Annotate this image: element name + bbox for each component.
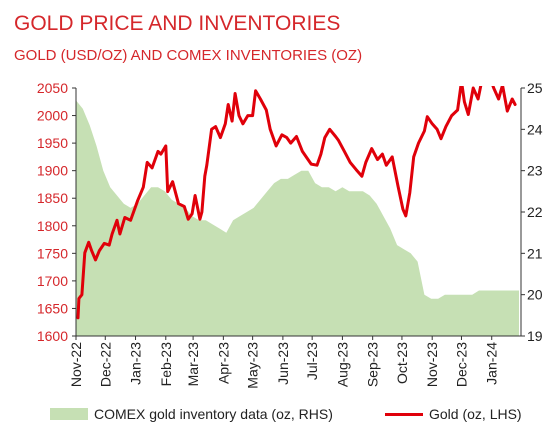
- x-tick-label: Apr-23: [215, 342, 231, 384]
- series-gold-line: [76, 86, 517, 320]
- y-right-tick-label: 24: [527, 121, 543, 137]
- y-right-tick-label: 20: [527, 287, 543, 303]
- chart-legend: COMEX gold inventory data (oz, RHS) Gold…: [40, 406, 549, 430]
- x-tick-label: Aug-23: [334, 342, 350, 387]
- x-tick-label: Jul-23: [304, 342, 320, 380]
- x-tick-label: Mar-23: [185, 342, 201, 387]
- y-left-tick-label: 1800: [37, 218, 68, 234]
- series-inventory-area: [76, 100, 519, 337]
- x-tick-label: Oct-23: [394, 342, 410, 384]
- y-left-tick-label: 1850: [37, 190, 68, 206]
- legend-swatch-inventory: [50, 408, 88, 420]
- x-tick-label: May-23: [245, 342, 261, 389]
- y-right-tick-label: 25: [527, 80, 543, 96]
- y-left-tick-label: 1950: [37, 135, 68, 151]
- x-tick-label: Dec-23: [454, 342, 470, 387]
- legend-item-gold: Gold (oz, LHS): [385, 406, 522, 422]
- x-tick-label: Sep-23: [365, 342, 381, 387]
- x-tick-label: Jan-23: [128, 342, 144, 385]
- y-left-tick-label: 1650: [37, 300, 68, 316]
- x-tick-label: Feb-23: [158, 342, 174, 387]
- x-tick-label: Dec-22: [97, 342, 113, 387]
- legend-swatch-gold: [385, 412, 423, 416]
- x-tick-label: Jan-24: [484, 342, 500, 385]
- y-left-tick-label: 1750: [37, 245, 68, 261]
- y-left-tick-label: 2050: [37, 80, 68, 96]
- legend-label-gold: Gold (oz, LHS): [429, 406, 522, 422]
- legend-item-inventory: COMEX gold inventory data (oz, RHS): [50, 406, 333, 422]
- y-right-tick-label: 22: [527, 204, 543, 220]
- x-tick-label: Nov-22: [68, 342, 84, 387]
- y-right-tick-label: 23: [527, 163, 543, 179]
- x-tick-label: Jun-23: [275, 342, 291, 385]
- chart-subtitle: GOLD (USD/OZ) AND COMEX INVENTORIES (OZ): [14, 47, 363, 64]
- chart-title: GOLD PRICE AND INVENTORIES: [14, 12, 341, 35]
- legend-label-inventory: COMEX gold inventory data (oz, RHS): [94, 406, 333, 422]
- y-right-tick-label: 21: [527, 245, 543, 261]
- y-right-tick-label: 19: [527, 328, 543, 344]
- y-left-tick-label: 1700: [37, 273, 68, 289]
- y-left-tick-label: 2000: [37, 108, 68, 124]
- x-tick-label: Nov-23: [424, 342, 440, 387]
- y-left-tick-label: 1900: [37, 163, 68, 179]
- y-left-tick-label: 1600: [37, 328, 68, 344]
